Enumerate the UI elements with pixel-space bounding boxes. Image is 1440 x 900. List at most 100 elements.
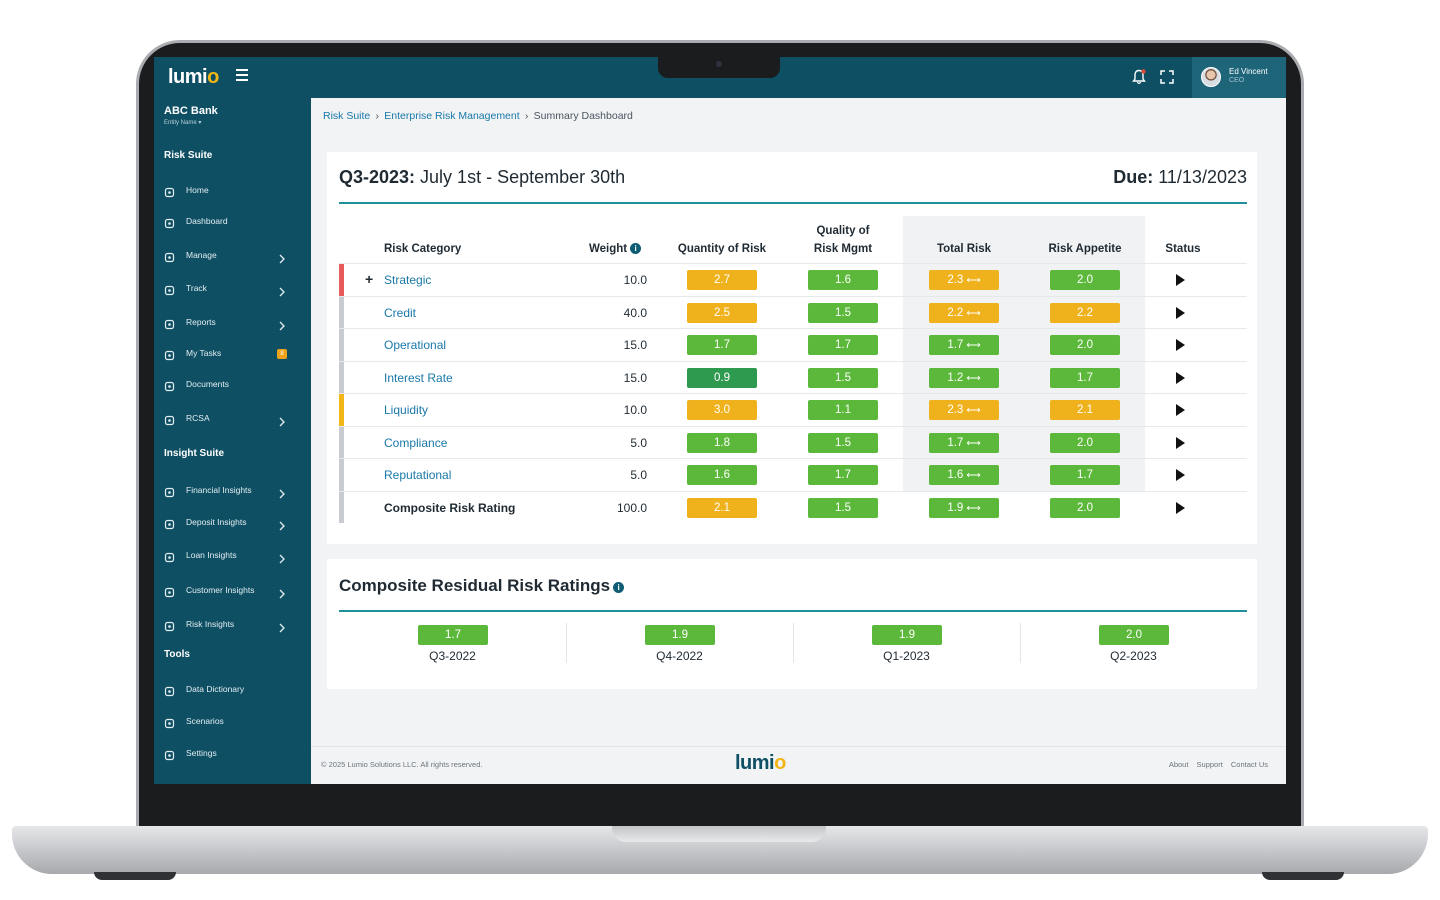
entity-selector[interactable]: Entity Name ▾ bbox=[164, 120, 202, 126]
header-weight: Weight i bbox=[589, 240, 642, 258]
appetite-rating-pill: 1.7 bbox=[1050, 367, 1120, 388]
appetite-rating-pill: 2.0 bbox=[1050, 497, 1120, 518]
footer-link-about[interactable]: About bbox=[1168, 760, 1189, 769]
quantity-rating-pill: 1.7 bbox=[687, 335, 757, 355]
fullscreen-icon[interactable] bbox=[1160, 70, 1174, 84]
sidebar-item-label: Home bbox=[186, 185, 209, 195]
sidebar-item-track[interactable]: Track bbox=[154, 278, 311, 300]
status-play-icon[interactable] bbox=[1176, 404, 1185, 416]
breadcrumb: Risk Suite › Enterprise Risk Management › Su… bbox=[323, 110, 633, 122]
sidebar-item-documents[interactable]: Documents bbox=[154, 374, 311, 396]
status-play-icon[interactable] bbox=[1176, 436, 1185, 449]
laptop-foot-right bbox=[1262, 872, 1344, 880]
table-row: Liquidity 10.0 3.0 1.1 2.3 ⟷ 2.1 bbox=[339, 393, 1247, 426]
breadcrumb-risk-suite[interactable]: Risk Suite bbox=[323, 110, 371, 122]
header-quality-line2: Risk Mgmt bbox=[813, 243, 873, 255]
sidebar-item-reports[interactable]: Reports bbox=[154, 312, 311, 334]
trend-arrow-icon: ⟷ bbox=[966, 340, 981, 351]
quality-rating-pill: 1.5 bbox=[808, 497, 878, 518]
chevron-right-icon bbox=[278, 414, 286, 427]
sidebar-item-deposit-insights[interactable]: Deposit Insights bbox=[154, 512, 311, 534]
risk-category-name[interactable]: Compliance bbox=[384, 435, 448, 450]
dictionary-icon bbox=[164, 684, 175, 697]
quantity-rating-pill: 0.9 bbox=[687, 367, 757, 388]
row-indicator-bar bbox=[339, 426, 344, 458]
app-logo[interactable]: lumio bbox=[168, 66, 219, 89]
trend-arrow-icon: ⟷ bbox=[966, 307, 981, 319]
menu-icon[interactable] bbox=[236, 69, 248, 81]
bell-icon[interactable] bbox=[1132, 69, 1146, 85]
quarter-rating: 1.7 Q3-2022 bbox=[339, 621, 566, 665]
table-row: Interest Rate 15.0 0.9 1.5 1.2 ⟷ 1.7 bbox=[339, 360, 1247, 393]
sidebar-item-home[interactable]: Home bbox=[154, 180, 311, 202]
app-screen: lumio Ed Vincent CEO ABC Bank Entity Nam… bbox=[154, 57, 1286, 784]
status-play-icon[interactable] bbox=[1176, 469, 1185, 481]
expand-plus-icon[interactable]: + bbox=[365, 271, 374, 287]
appetite-rating-pill: 2.1 bbox=[1050, 400, 1120, 420]
risk-category-name[interactable]: Strategic bbox=[384, 273, 432, 287]
composite-info-icon[interactable]: i bbox=[613, 582, 625, 593]
due-date: Due: 11/13/2023 bbox=[1113, 167, 1247, 187]
laptop-foot-left bbox=[94, 872, 176, 880]
sidebar-item-dashboard[interactable]: Dashboard bbox=[154, 211, 311, 233]
header-total-risk: Total Risk bbox=[936, 243, 992, 255]
avatar[interactable] bbox=[1201, 67, 1221, 87]
appetite-rating-pill: 2.2 bbox=[1050, 302, 1120, 323]
status-play-icon[interactable] bbox=[1176, 274, 1185, 286]
sidebar-item-scenarios[interactable]: Scenarios bbox=[154, 711, 311, 733]
footer: © 2025 Lumio Solutions LLC. All rights r… bbox=[311, 746, 1286, 784]
sidebar: ABC Bank Entity Name ▾ Risk Suite Home Das… bbox=[154, 98, 311, 784]
sidebar-item-data-dictionary[interactable]: Data Dictionary bbox=[154, 679, 311, 701]
risk-category-name[interactable]: Credit bbox=[384, 305, 417, 320]
footer-link-contact[interactable]: Contact Us bbox=[1230, 760, 1268, 769]
chevron-right-icon bbox=[278, 486, 286, 499]
sidebar-item-customer-insights[interactable]: Customer Insights bbox=[154, 580, 311, 602]
sidebar-item-risk-insights[interactable]: Risk Insights bbox=[154, 614, 311, 636]
sidebar-item-rcsa[interactable]: RCSA bbox=[154, 408, 311, 430]
status-play-icon[interactable] bbox=[1176, 501, 1185, 514]
breadcrumb-erm[interactable]: Enterprise Risk Management bbox=[384, 110, 520, 122]
trend-arrow-icon: ⟷ bbox=[966, 275, 981, 286]
user-menu[interactable]: Ed Vincent CEO bbox=[1192, 57, 1286, 98]
sidebar-item-financial-insights[interactable]: Financial Insights bbox=[154, 480, 311, 502]
status-play-icon[interactable] bbox=[1176, 306, 1185, 319]
status-play-icon[interactable] bbox=[1176, 371, 1185, 384]
sidebar-item-settings[interactable]: Settings bbox=[154, 743, 311, 765]
risk-category-name[interactable]: Interest Rate bbox=[384, 370, 453, 385]
trend-arrow-icon: ⟷ bbox=[966, 372, 981, 384]
header-risk-appetite: Risk Appetite bbox=[1048, 243, 1122, 255]
sidebar-item-my-tasks[interactable]: My Tasks 8 bbox=[154, 343, 311, 365]
breadcrumb-current: Summary Dashboard bbox=[533, 110, 633, 122]
quality-rating-pill: 1.7 bbox=[808, 335, 878, 355]
sidebar-item-manage[interactable]: Manage bbox=[154, 245, 311, 267]
trend-arrow-icon: ⟷ bbox=[966, 405, 981, 416]
status-play-icon[interactable] bbox=[1176, 339, 1185, 351]
quality-rating-pill: 1.5 bbox=[808, 367, 878, 388]
risk-category-name[interactable]: Liquidity bbox=[384, 403, 429, 417]
weight-info-icon[interactable]: i bbox=[630, 243, 642, 254]
row-indicator-bar bbox=[339, 264, 344, 296]
manage-icon bbox=[164, 250, 175, 263]
total-rating-pill: 2.3 ⟷ bbox=[929, 270, 999, 290]
user-name: Ed Vincent bbox=[1229, 67, 1268, 76]
total-rating-pill: 1.7 ⟷ bbox=[929, 432, 999, 453]
quality-rating-pill: 1.5 bbox=[808, 302, 878, 323]
total-rating-pill: 2.2 ⟷ bbox=[929, 302, 999, 323]
appetite-rating-pill: 2.0 bbox=[1050, 432, 1120, 453]
risk-category-name[interactable]: Operational bbox=[384, 338, 447, 352]
row-indicator-bar bbox=[339, 296, 344, 328]
risk-category-name[interactable]: Reputational bbox=[384, 468, 452, 482]
entity-name[interactable]: ABC Bank bbox=[164, 105, 218, 117]
composite-divider bbox=[339, 610, 1247, 612]
chevron-right-icon bbox=[278, 284, 286, 297]
sidebar-item-loan-insights[interactable]: Loan Insights bbox=[154, 545, 311, 567]
sidebar-item-label: My Tasks bbox=[186, 348, 222, 358]
quality-rating-pill: 1.7 bbox=[808, 465, 878, 485]
quarter-divider bbox=[1020, 623, 1021, 663]
weight-value: 10.0 bbox=[623, 273, 647, 287]
footer-link-support[interactable]: Support bbox=[1196, 760, 1223, 769]
sidebar-item-label: Reports bbox=[186, 317, 216, 327]
quarter-label: Q1-2023 bbox=[883, 649, 930, 663]
composite-title: Composite Residual Risk Ratings i bbox=[339, 576, 625, 596]
sidebar-item-label: RCSA bbox=[186, 413, 210, 423]
